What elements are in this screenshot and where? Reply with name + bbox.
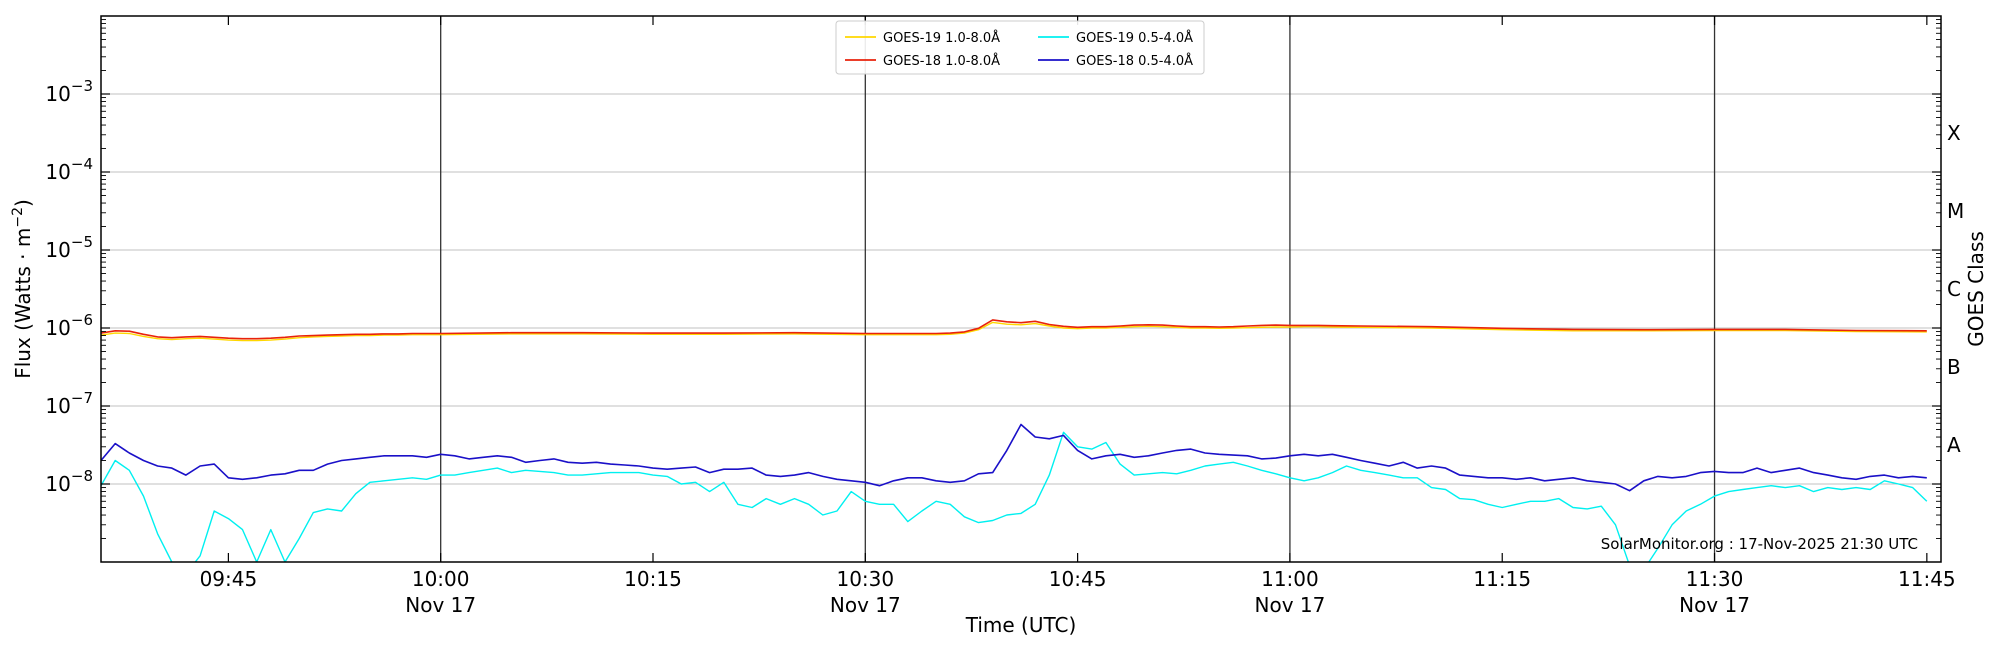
goes-class-B: B [1947, 355, 1961, 379]
x-tick-date-label: Nov 17 [405, 593, 476, 617]
x-tick-label: 11:30 [1686, 567, 1744, 591]
y-tick-label: 10−3 [45, 77, 93, 106]
x-axis-title: Time (UTC) [965, 613, 1077, 637]
goes-class-M: M [1947, 199, 1964, 223]
legend-label-4: GOES-18 0.5-4.0Å [1076, 53, 1193, 69]
y-axis-title-close: ) [11, 199, 35, 207]
series-line-3 [101, 431, 1928, 562]
plot-frame [100, 15, 1942, 563]
y-tick-exponent: −8 [71, 467, 93, 485]
x-tick-label: 11:45 [1898, 567, 1956, 591]
x-tick-label: 10:30 [836, 567, 894, 591]
y-tick-label: 10−7 [45, 389, 93, 418]
x-tick-date-label: Nov 17 [830, 593, 901, 617]
series-line-4 [101, 423, 1927, 492]
y-tick-base: 10 [45, 394, 70, 418]
right-axis-title: GOES Class [1964, 231, 1988, 347]
goes-class-C: C [1947, 277, 1961, 301]
legend-box [835, 20, 1205, 75]
legend-label-2: GOES-18 1.0-8.0Å [883, 53, 1000, 69]
x-tick-date-label: Nov 17 [1255, 593, 1326, 617]
credit-text: SolarMonitor.org : 17-Nov-2025 21:30 UTC [1601, 535, 1918, 553]
x-tick-label: 09:45 [200, 567, 258, 591]
x-tick-label: 11:15 [1473, 567, 1531, 591]
y-axis-title: Flux (Watts · m−2) [10, 199, 35, 379]
y-tick-label: 10−4 [45, 155, 93, 184]
y-tick-base: 10 [45, 238, 70, 262]
goes-class-A: A [1947, 433, 1961, 457]
y-axis-title-sup: −2 [10, 207, 26, 228]
y-tick-exponent: −7 [71, 389, 93, 407]
y-tick-label: 10−5 [45, 233, 93, 262]
y-tick-base: 10 [45, 472, 70, 496]
y-tick-base: 10 [45, 316, 70, 340]
axis-ticks [101, 16, 1941, 562]
y-tick-labels: 10−810−710−610−510−410−3 [45, 77, 93, 496]
x-tick-label: 10:15 [624, 567, 682, 591]
y-tick-base: 10 [45, 160, 70, 184]
goes-class-X: X [1947, 121, 1961, 145]
y-tick-label: 10−6 [45, 311, 93, 340]
y-tick-base: 10 [45, 82, 70, 106]
grid-lines [101, 93, 1941, 485]
y-tick-exponent: −3 [71, 77, 93, 95]
series-line-2 [101, 319, 1927, 340]
y-tick-label: 10−8 [45, 467, 93, 496]
x-tick-date-label: Nov 17 [1679, 593, 1750, 617]
series-line-1 [101, 321, 1927, 342]
goes-class-labels: A B C M X [1947, 121, 1964, 457]
legend: GOES-19 1.0-8.0Å GOES-19 0.5-4.0Å GOES-18 … [835, 20, 1205, 75]
x-tick-label: 10:45 [1049, 567, 1107, 591]
x-tick-label: 10:00 [412, 567, 470, 591]
x-tick-label: 11:00 [1261, 567, 1319, 591]
y-axis-title-main: Flux (Watts · m [11, 228, 35, 379]
y-tick-exponent: −6 [71, 311, 93, 329]
series-group [101, 319, 1928, 562]
legend-label-1: GOES-19 1.0-8.0Å [883, 30, 1000, 46]
y-tick-exponent: −4 [71, 155, 93, 173]
y-tick-exponent: −5 [71, 233, 93, 251]
legend-label-3: GOES-19 0.5-4.0Å [1076, 30, 1193, 46]
